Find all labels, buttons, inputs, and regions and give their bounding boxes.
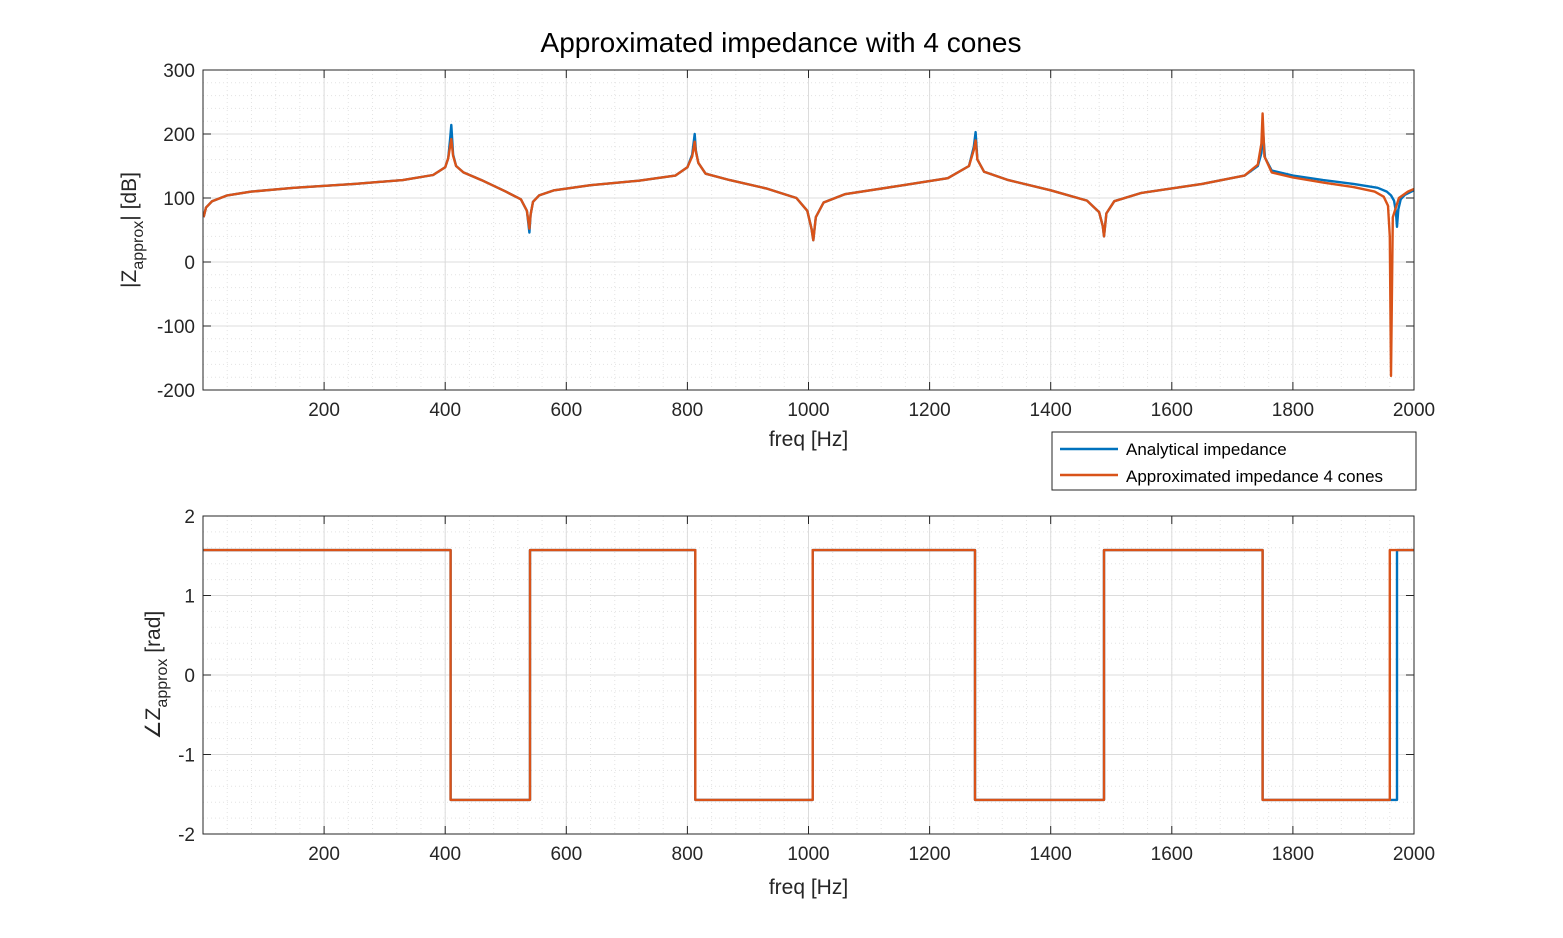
y-tick-label: 2 <box>184 507 195 528</box>
legend: Analytical impedance Approximated impeda… <box>1051 431 1417 491</box>
x-tick-label: 200 <box>308 844 340 865</box>
phase-plot: 200 400 600 800 1000 1200 1400 1600 1800 2000 -2 -1… <box>142 507 1435 899</box>
x-tick-label: 1000 <box>787 844 829 865</box>
x-tick-label: 1600 <box>1151 400 1193 421</box>
y-axis-label: ∠Zapprox [rad] <box>142 611 171 739</box>
x-tick-label: 200 <box>308 400 340 421</box>
figure-title: Approximated impedance with 4 cones <box>541 27 1022 58</box>
x-tick-label: 1800 <box>1272 400 1314 421</box>
legend-box <box>1051 431 1417 491</box>
x-axis-label: freq [Hz] <box>769 876 848 899</box>
x-tick-label: 400 <box>429 844 461 865</box>
y-tick-label: -200 <box>157 381 195 402</box>
x-tick-label: 1600 <box>1151 844 1193 865</box>
x-tick-label: 1400 <box>1030 844 1072 865</box>
x-tick-label: 1200 <box>908 844 950 865</box>
x-tick-label: 400 <box>429 400 461 421</box>
series-line-approximated <box>203 548 1414 802</box>
y-tick-label: -1 <box>178 746 195 767</box>
x-tick-label: 800 <box>672 400 704 421</box>
x-tick-label: 800 <box>672 844 704 865</box>
x-tick-label: 1000 <box>787 400 829 421</box>
y-tick-label: 300 <box>163 61 195 82</box>
x-axis-label: freq [Hz] <box>769 428 848 451</box>
series-line-approximated <box>203 112 1414 378</box>
y-tick-label: 200 <box>163 125 195 146</box>
legend-label-approximated: Approximated impedance 4 cones <box>1126 467 1383 486</box>
y-tick-label: 0 <box>184 253 195 274</box>
x-tick-label: 600 <box>550 400 582 421</box>
x-tick-label: 2000 <box>1393 844 1435 865</box>
x-tick-label: 1800 <box>1272 844 1314 865</box>
x-tick-label: 600 <box>550 844 582 865</box>
y-tick-label: -2 <box>178 825 195 846</box>
x-tick-label: 1400 <box>1030 400 1072 421</box>
y-tick-label: 1 <box>184 587 195 608</box>
y-axis-label: |Zapprox| [dB] <box>118 172 147 288</box>
x-tick-label: 2000 <box>1393 400 1435 421</box>
y-tick-label: 100 <box>163 189 195 210</box>
y-tick-label: -100 <box>157 317 195 338</box>
y-tick-label: 0 <box>184 666 195 687</box>
magnitude-plot: 200 400 600 800 1000 1200 1400 1600 1800 2000-200… <box>118 61 1435 451</box>
legend-label-analytical: Analytical impedance <box>1126 440 1287 459</box>
x-tick-label: 1200 <box>908 400 950 421</box>
